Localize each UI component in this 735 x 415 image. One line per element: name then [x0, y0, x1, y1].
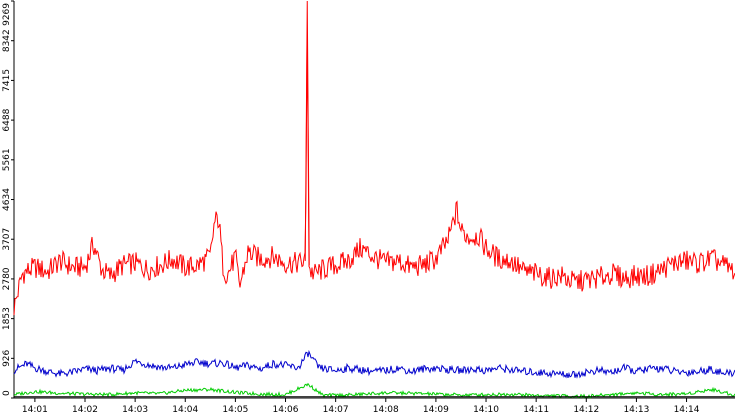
y-tick-label: 0: [2, 390, 12, 396]
x-tick-label: 14:05: [222, 405, 248, 415]
y-tick-label: 9269: [2, 3, 12, 26]
y-tick-label: 3707: [2, 228, 12, 251]
y-tick-label: 7415: [2, 69, 12, 92]
x-tick-label: 14:03: [122, 405, 148, 415]
y-tick-label: 4634: [2, 188, 12, 211]
series-line-1: [13, 45, 735, 316]
x-tick-label: 14:09: [423, 405, 449, 415]
y-tick-label: 8342: [2, 29, 12, 52]
x-tick-label: 14:10: [473, 405, 499, 415]
y-tick-label: 6488: [2, 108, 12, 131]
y-tick-label: 1853: [2, 307, 12, 330]
y-tick-label: 5561: [2, 148, 12, 171]
series-1-spike: [304, 0, 310, 266]
x-tick-label: 14:01: [22, 405, 48, 415]
x-tick-label: 14:07: [323, 405, 349, 415]
x-tick-label: 14:11: [523, 405, 549, 415]
x-tick-label: 14:12: [573, 405, 599, 415]
x-tick-label: 14:08: [373, 405, 399, 415]
x-tick-label: 14:06: [273, 405, 299, 415]
y-tick-label: 926: [2, 349, 12, 366]
series-line-2: [13, 349, 735, 379]
x-tick-label: 14:02: [72, 405, 98, 415]
x-tick-label: 14:13: [623, 405, 649, 415]
y-tick-label: 2780: [2, 267, 12, 290]
x-tick-label: 14:14: [674, 405, 700, 415]
series-line-3: [13, 382, 735, 399]
x-tick-label: 14:04: [172, 405, 198, 415]
